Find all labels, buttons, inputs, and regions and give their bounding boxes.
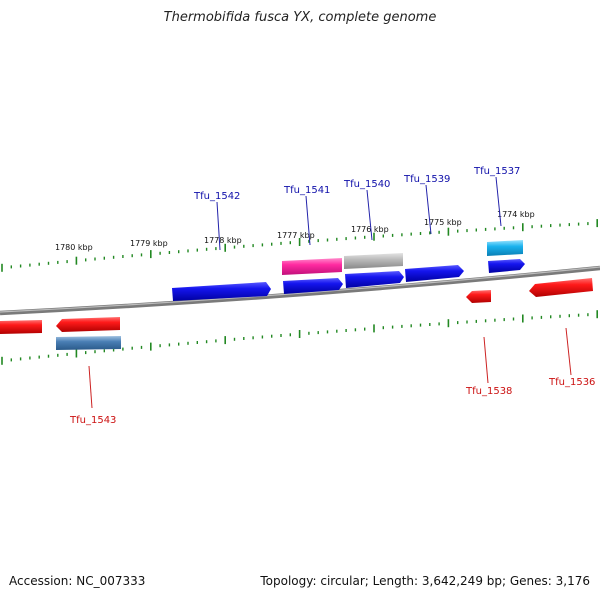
label-leader-lines [88,176,572,409]
gene-label-tfu-1542[interactable]: Tfu_1542 [193,191,240,202]
outer-scale-ruler [1,219,599,272]
map-title: Thermobifida fusca YX, complete genome [163,10,437,25]
forward-genes-track [172,259,525,301]
topology-text: Topology: circular; Length: 3,642,249 bp… [260,574,590,588]
gene-tfu-1542-arrow[interactable] [172,282,271,301]
gene-tfu-1541-arrow[interactable] [283,278,343,294]
gene-tfu-1540-arrow[interactable] [345,271,404,288]
scale-label-1774: 1774 kbp [497,210,535,219]
gene-tfu-1536-arrow[interactable] [529,278,593,297]
reverse-genes-track [0,278,593,334]
accession-text: Accession: NC_007333 [9,574,146,588]
gene-tfu-1541-feature[interactable] [282,258,342,275]
gene-label-tfu-1536[interactable]: Tfu_1536 [548,377,595,388]
inner-scale-ruler [1,310,599,365]
gene-tfu-1543-arrow[interactable] [0,320,42,334]
reverse-annotation-track [56,336,121,350]
gene-label-tfu-1541[interactable]: Tfu_1541 [283,185,330,196]
gene-label-tfu-1537[interactable]: Tfu_1537 [473,166,520,177]
gene-label-tfu-1539[interactable]: Tfu_1539 [403,174,450,185]
scale-label-1777: 1777 kbp [277,231,315,240]
gene-tfu-1543-feature[interactable] [56,336,121,350]
gene-tfu-1537-arrow[interactable] [488,259,525,273]
scale-label-1779: 1779 kbp [130,239,168,248]
gene-label-tfu-1543[interactable]: Tfu_1543 [69,415,116,426]
gene-tfu-1538-arrow[interactable] [466,290,491,303]
gene-tfu-1540-feature[interactable] [344,253,403,269]
gene-tfu-1537-feature[interactable] [487,240,523,256]
gene-tfu-1543b-arrow[interactable] [56,317,120,332]
scale-label-1780: 1780 kbp [55,243,93,252]
gene-tfu-1539-arrow[interactable] [405,265,464,282]
scale-label-1778: 1778 kbp [204,236,242,245]
genome-backbone [0,265,600,316]
scale-labels: 1780 kbp 1779 kbp 1778 kbp 1777 kbp 1776… [55,210,535,252]
scale-label-1775: 1775 kbp [424,218,462,227]
gene-label-tfu-1538[interactable]: Tfu_1538 [465,386,512,397]
forward-annotation-track [282,240,523,275]
gene-label-tfu-1540[interactable]: Tfu_1540 [343,179,390,190]
gene-labels: Tfu_1542 Tfu_1541 Tfu_1540 Tfu_1539 Tfu_… [69,166,595,426]
scale-label-1776: 1776 kbp [351,225,389,234]
